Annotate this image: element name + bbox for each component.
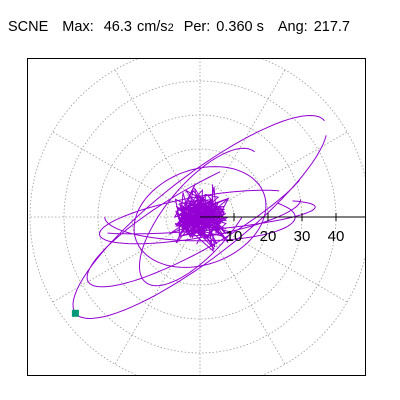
grid-spoke-240: [114, 216, 201, 365]
tick-label-10: 10: [226, 228, 243, 245]
orbit-path: [72, 114, 327, 320]
angle-label: Ang:: [277, 19, 308, 35]
max-unit: cm/s: [136, 19, 168, 35]
period-label: Per:: [183, 19, 211, 35]
plot-frame: 10 20 30 40: [27, 58, 366, 376]
grid-spoke-120: [114, 69, 201, 218]
orbit-trace: [72, 114, 327, 320]
period-value: 0.360 s: [216, 19, 264, 35]
end-marker: [71, 309, 79, 317]
max-value: 46.3: [103, 19, 132, 35]
tick-label-30: 30: [294, 228, 311, 245]
tick-label-40: 40: [328, 228, 345, 245]
tick-label-20: 20: [260, 228, 277, 245]
end-marker-group: [71, 309, 79, 317]
angle-value: 217.7: [313, 19, 350, 35]
radial-ticks: 10 20 30 40: [226, 213, 345, 245]
max-label: Max:: [62, 19, 94, 35]
polar-orbit-plot: 10 20 30 40: [29, 59, 365, 375]
chart-header: SCNE Max: 46.3 cm/s 2 Per: 0.360 s Ang: …: [8, 19, 350, 35]
orbit-core-scribble: [169, 184, 232, 253]
station-name: SCNE: [8, 19, 49, 35]
grid-spoke-150: [52, 131, 201, 218]
grid-spoke-30: [199, 131, 348, 218]
